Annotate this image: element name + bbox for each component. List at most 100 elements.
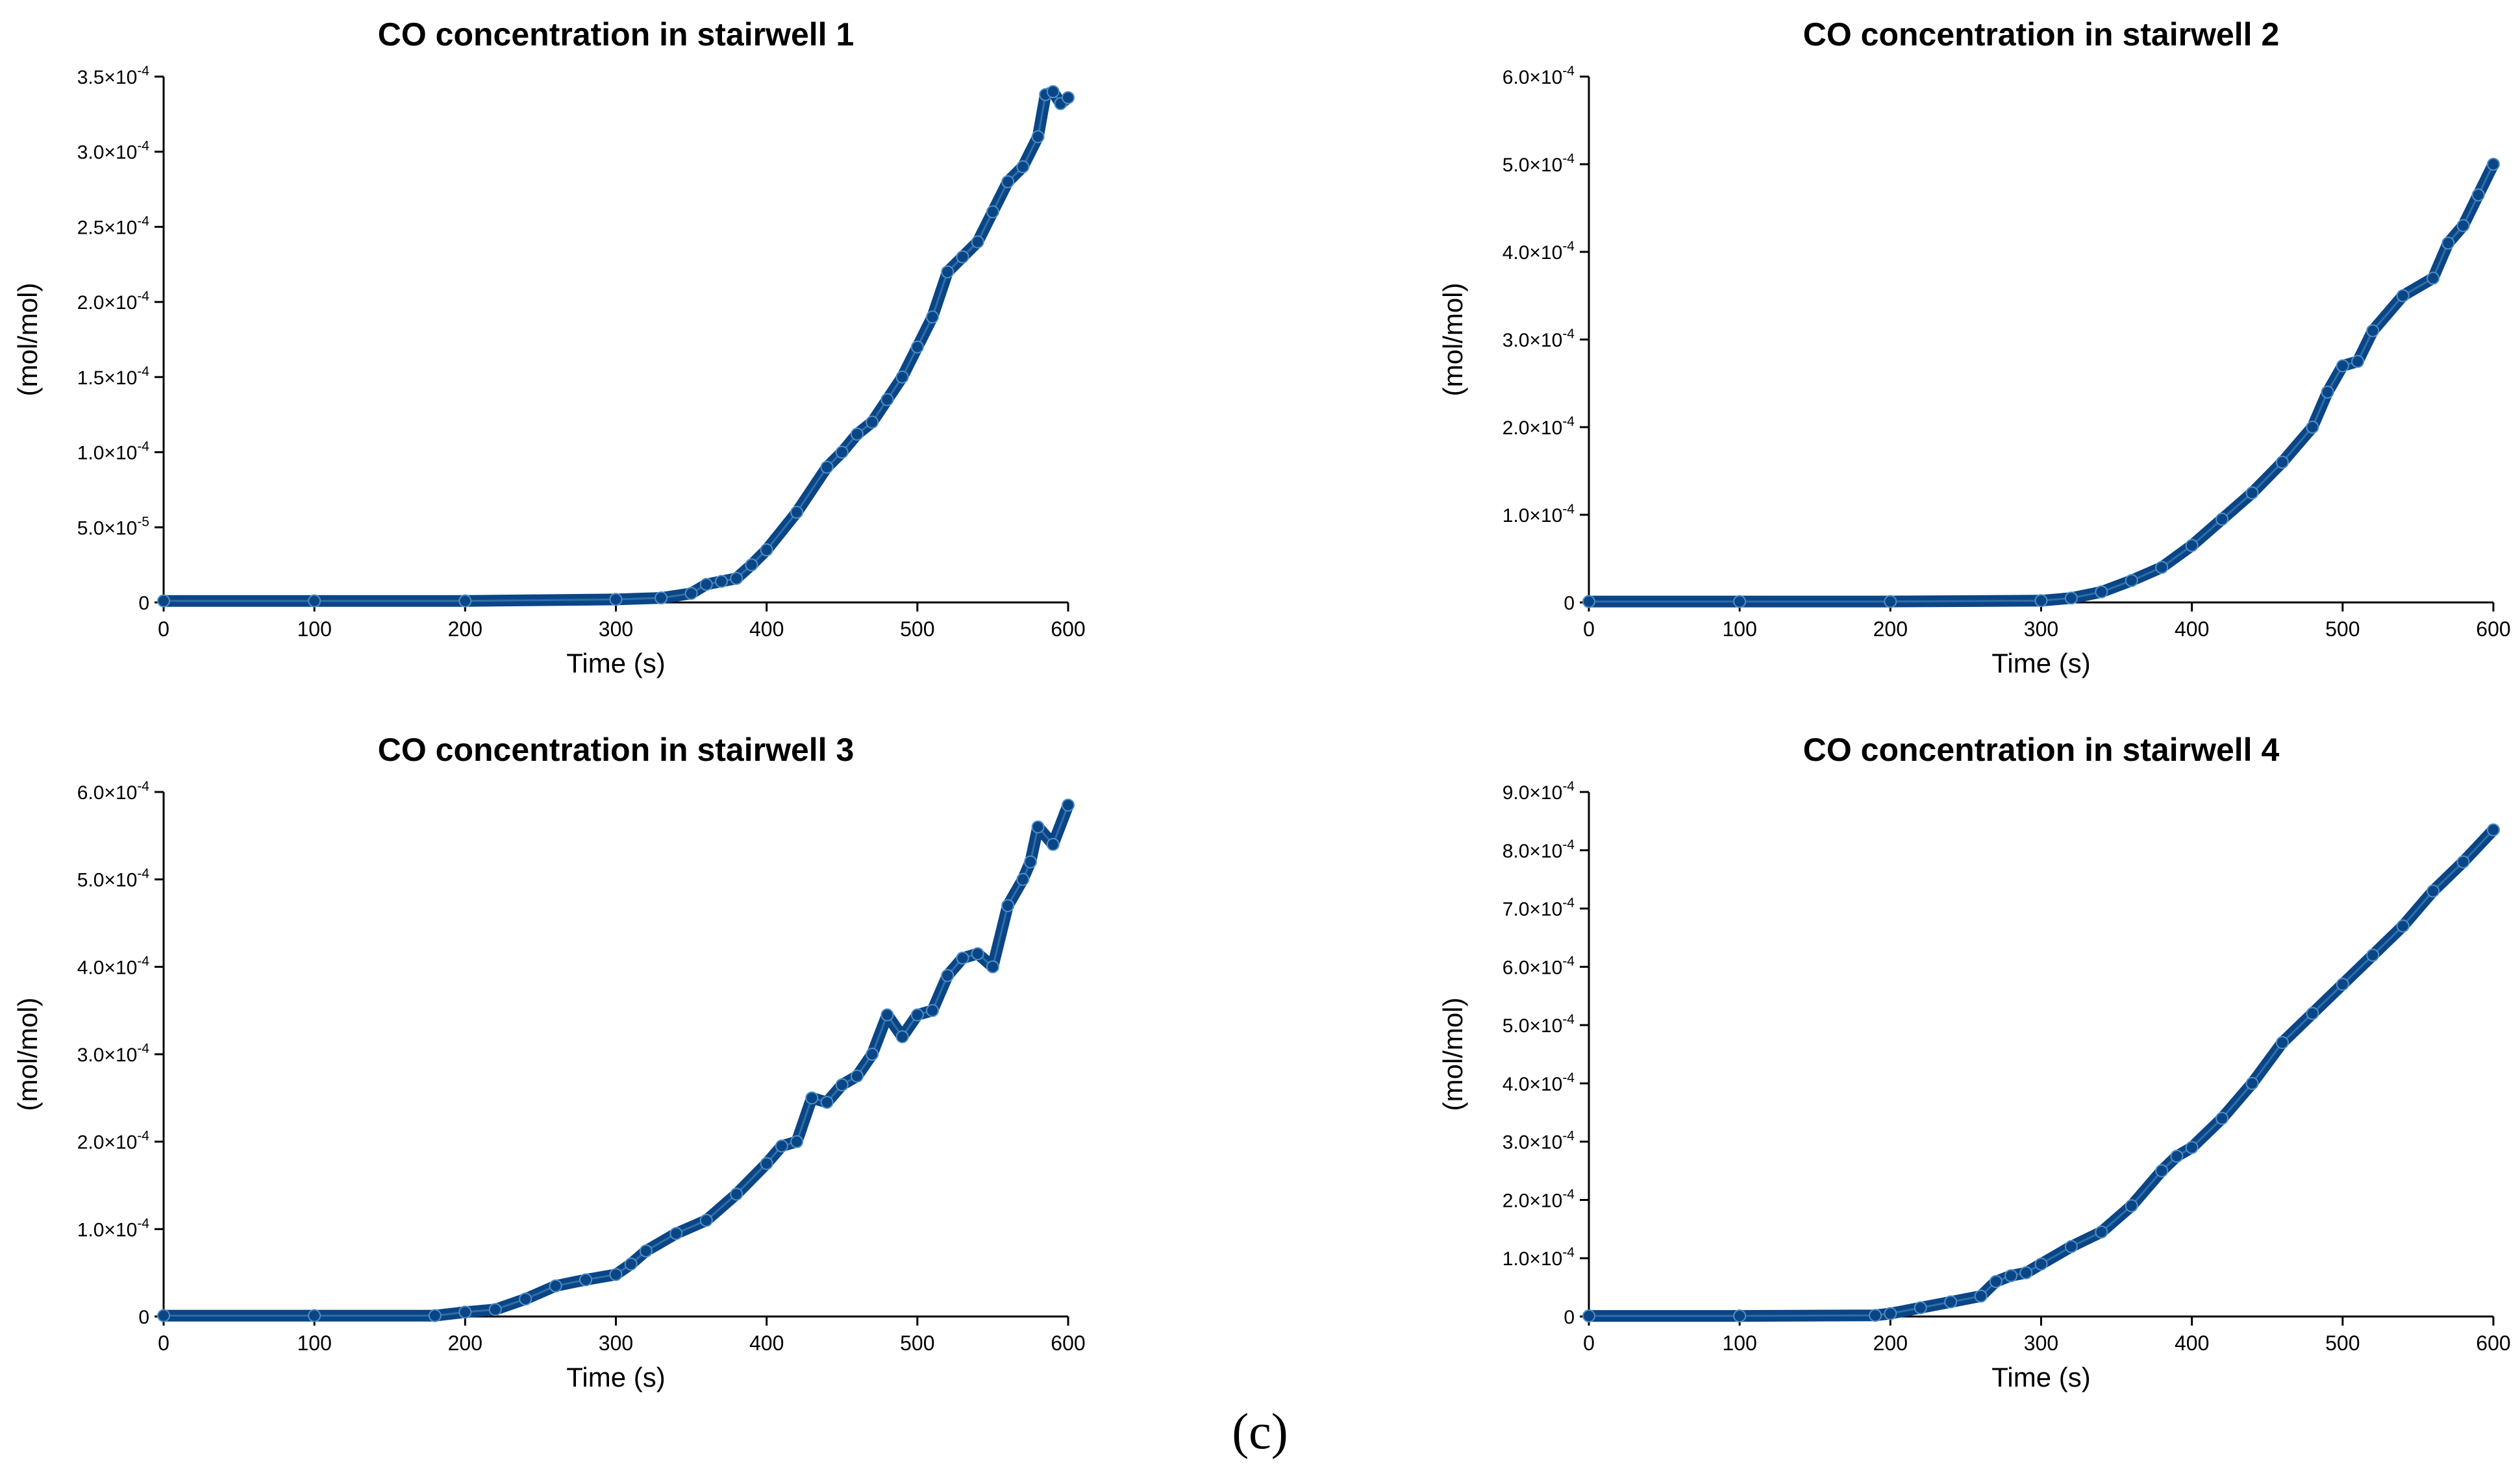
y-tick-label: 4.0×10-4	[1503, 1070, 1575, 1095]
y-tick-label: 3.0×10-4	[77, 1041, 150, 1066]
data-point	[2456, 855, 2470, 869]
data-point	[866, 1048, 879, 1061]
data-point	[2336, 359, 2349, 373]
data-point	[2019, 1266, 2033, 1279]
data-point	[910, 340, 924, 354]
x-tick-label: 300	[599, 617, 633, 641]
y-tick-label: 0	[1564, 1307, 1575, 1328]
y-tick-exponent: -4	[137, 364, 149, 379]
y-tick-label: 3.5×10-4	[77, 64, 150, 88]
data-point	[684, 587, 698, 600]
y-tick-times-sign: ×10	[104, 67, 137, 88]
x-tick-label: 300	[599, 1331, 633, 1355]
data-point	[2170, 1150, 2184, 1163]
y-tick-exponent: -4	[137, 64, 149, 79]
y-tick-exponent: -4	[137, 214, 149, 229]
data-point	[2125, 1199, 2138, 1213]
y-axis-label: (mol/mol)	[1438, 283, 1468, 397]
data-point	[669, 1227, 683, 1241]
data-point	[699, 1213, 713, 1227]
data-point	[2064, 591, 2078, 605]
series-line	[1583, 824, 2499, 1322]
x-tick-label: 200	[1873, 1331, 1908, 1355]
data-point	[850, 427, 864, 441]
y-tick-label: 1.0×10-4	[1503, 1245, 1575, 1270]
chart-panel-2: CO concentration in stairwell 2 0 100 200 30…	[1438, 16, 2511, 678]
data-point	[1869, 1309, 1882, 1322]
y-tick-label: 3.0×10-4	[1503, 327, 1575, 351]
y-tick-label: 6.0×10-4	[1503, 64, 1575, 88]
data-point	[2366, 324, 2380, 338]
chart-panel-3: CO concentration in stairwell 3 0 100 200 30…	[12, 732, 1086, 1392]
y-tick-times-sign: ×10	[104, 1045, 137, 1066]
y-tick-exponent: -4	[137, 1041, 149, 1056]
data-point	[1914, 1301, 1927, 1315]
data-point	[2004, 1269, 2018, 1283]
data-point	[956, 250, 969, 264]
data-point	[2125, 574, 2138, 587]
y-tick-exponent: -4	[1562, 414, 1575, 429]
x-tick-label: 500	[900, 617, 934, 641]
data-point	[458, 1305, 472, 1319]
data-point	[2487, 823, 2500, 837]
y-tick-mantissa: 2.0	[1503, 1190, 1530, 1211]
data-point	[971, 235, 984, 249]
data-point	[2487, 158, 2500, 171]
data-point	[609, 1268, 623, 1281]
x-tick-label: 400	[2175, 617, 2209, 641]
y-tick-mantissa: 0	[138, 593, 149, 614]
series-line	[158, 799, 1074, 1322]
x-tick-label: 500	[2325, 1331, 2360, 1355]
data-point	[2426, 271, 2440, 285]
data-point	[2275, 1036, 2289, 1050]
data-point	[2064, 1240, 2078, 1254]
data-point	[2245, 486, 2259, 500]
data-point	[986, 960, 999, 974]
x-tick-label: 0	[1583, 617, 1595, 641]
data-point	[1733, 595, 1747, 608]
y-tick-label: 9.0×10-4	[1503, 779, 1575, 804]
x-tick-label: 600	[1051, 617, 1085, 641]
x-tick-label: 0	[158, 1331, 169, 1355]
data-point	[1046, 85, 1060, 99]
y-tick-mantissa: 7.0	[1503, 899, 1530, 921]
data-point	[549, 1279, 562, 1292]
y-tick-times-sign: ×10	[1529, 505, 1562, 526]
y-tick-times-sign: ×10	[104, 443, 137, 464]
data-point	[866, 415, 879, 429]
data-point	[760, 543, 773, 556]
data-point	[488, 1303, 502, 1316]
data-point	[850, 1069, 864, 1083]
y-tick-times-sign: ×10	[1529, 1132, 1562, 1154]
x-tick-label: 100	[297, 1331, 331, 1355]
data-point	[971, 947, 984, 961]
data-point	[2095, 1225, 2108, 1239]
data-point	[2456, 219, 2470, 232]
x-tick-label: 600	[1051, 1331, 1085, 1355]
y-tick-times-sign: ×10	[1529, 242, 1562, 264]
y-tick-label: 0	[138, 593, 149, 614]
y-tick-mantissa: 2.5	[77, 217, 105, 238]
y-tick-mantissa: 6.0	[1503, 957, 1530, 978]
data-point	[579, 1273, 593, 1287]
chart-title: CO concentration in stairwell 4	[1803, 732, 2280, 768]
data-point	[730, 1187, 743, 1201]
y-tick-times-sign: ×10	[104, 367, 137, 389]
y-tick-label: 3.0×10-4	[1503, 1129, 1575, 1154]
y-tick-label: 2.0×10-4	[1503, 1187, 1575, 1211]
data-point	[1046, 837, 1060, 851]
x-tick-label: 200	[1873, 617, 1908, 641]
data-point	[715, 575, 729, 588]
x-tick-label: 100	[1722, 1331, 1756, 1355]
y-tick-mantissa: 1.0	[77, 443, 105, 464]
y-tick-mantissa: 6.0	[1503, 67, 1530, 88]
data-point	[1001, 899, 1015, 913]
y-tick-exponent: -4	[1562, 1070, 1575, 1085]
y-tick-label: 0	[138, 1307, 149, 1328]
data-point	[880, 393, 894, 406]
data-point	[699, 578, 713, 591]
data-point	[1001, 175, 1015, 188]
y-tick-times-sign: ×10	[104, 517, 137, 539]
